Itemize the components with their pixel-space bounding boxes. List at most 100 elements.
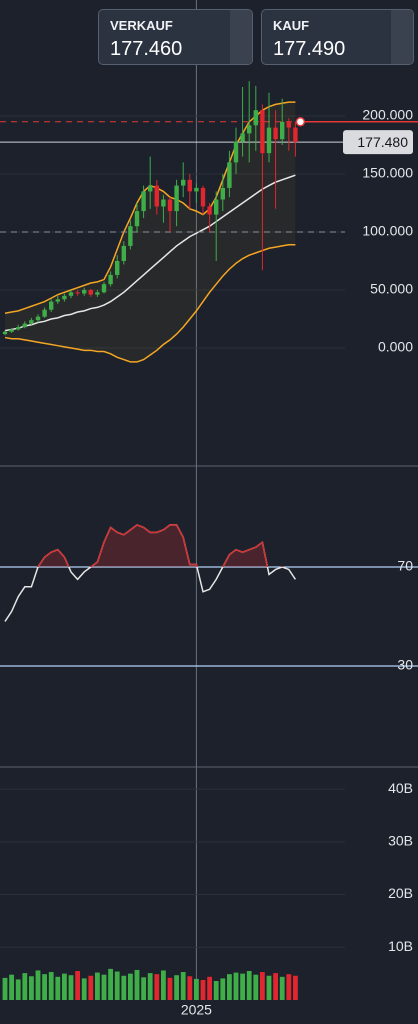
candle-body — [266, 127, 272, 154]
candle-body — [214, 199, 219, 215]
candle-body — [35, 316, 41, 321]
candle-body — [101, 284, 107, 293]
price-label-box — [343, 130, 413, 155]
volume-bar — [141, 977, 146, 1000]
candle-body — [121, 245, 126, 261]
volume-bar — [121, 975, 127, 1000]
candle-body — [154, 185, 159, 207]
volume-bar — [167, 977, 173, 1000]
candle-body — [187, 179, 192, 192]
x-tick-label: 2025 — [181, 1002, 212, 1018]
volume-bar — [293, 975, 298, 1000]
volume-bar — [279, 976, 285, 1000]
candle-body — [207, 206, 212, 215]
sell-label: VERKAUF — [110, 18, 173, 33]
candle-body — [108, 274, 113, 285]
volume-bar — [81, 978, 87, 1000]
volume-bar — [48, 972, 54, 1000]
candle-body — [161, 199, 166, 207]
candle-body — [293, 127, 298, 143]
volume-bar — [220, 978, 226, 1000]
y-tick-label: 40B — [388, 780, 413, 796]
y-tick-label: 100.000 — [362, 223, 413, 239]
candle-body — [55, 299, 60, 302]
candle-body — [49, 301, 54, 310]
bollinger-middle — [4, 174, 296, 332]
volume-bar — [233, 972, 239, 1000]
y-tick-label: 150.000 — [362, 165, 413, 181]
y-tick-label: 0.000 — [378, 339, 413, 355]
candle-body — [9, 329, 14, 332]
price-label: 177.480 — [357, 134, 408, 150]
volume-bar — [213, 981, 219, 1000]
y-tick-label: 200.000 — [362, 107, 413, 123]
buy-label: KAUF — [273, 18, 310, 33]
volume-bar — [42, 974, 47, 1000]
bollinger-lower — [4, 244, 296, 363]
candle-body — [134, 211, 140, 227]
candle-body — [95, 292, 100, 295]
volume-bar — [147, 973, 153, 1000]
volume-bar — [68, 975, 74, 1000]
buy-button[interactable]: KAUF 177.490 — [261, 9, 414, 65]
candle-body — [240, 133, 245, 142]
candle-body — [68, 292, 74, 296]
y-tick-label: 30 — [397, 657, 413, 673]
buy-price: 177.490 — [273, 38, 346, 60]
candle-body — [233, 141, 239, 163]
volume-bar — [101, 974, 107, 1000]
volume-bar — [108, 968, 113, 1000]
candle-body — [141, 191, 146, 212]
volume-bar — [187, 976, 193, 1000]
button-strip — [391, 10, 413, 64]
volume-bar — [75, 971, 80, 1000]
y-tick-label: 10B — [388, 938, 413, 954]
volume-bar — [200, 979, 206, 1000]
volume-bar — [161, 970, 166, 1000]
candle-body — [22, 323, 27, 328]
candle-body — [286, 121, 291, 128]
volume-bar — [95, 972, 100, 1000]
candle-body — [88, 290, 93, 295]
volume-bar — [253, 974, 259, 1000]
volume-bar — [154, 974, 160, 1000]
volume-bar — [128, 973, 133, 1000]
volume-bar — [35, 970, 41, 1000]
candle-body — [167, 199, 173, 212]
candle-body — [227, 162, 232, 188]
volume-bar — [286, 974, 292, 1000]
volume-bar — [9, 974, 14, 1000]
candle-body — [273, 127, 278, 140]
candle-body — [75, 292, 80, 294]
volume-bar — [62, 973, 67, 1000]
candle-body — [200, 187, 206, 207]
candle-body — [247, 125, 252, 134]
volume-bar — [174, 975, 179, 1000]
candle-body — [42, 309, 47, 317]
candle-body — [128, 226, 133, 246]
candle-body — [174, 185, 179, 212]
candle-body — [194, 187, 199, 192]
volume-bar — [207, 976, 212, 1000]
candle-body — [280, 121, 285, 140]
volume-bar — [88, 975, 94, 1000]
candle-body — [29, 320, 34, 324]
volume-bar — [194, 978, 199, 1000]
sell-button[interactable]: VERKAUF 177.460 — [98, 9, 253, 65]
volume-bar — [227, 974, 232, 1000]
candle-body — [260, 110, 265, 154]
volume-bar — [15, 979, 21, 1000]
rsi-line-overbought — [37, 524, 285, 567]
volume-bar — [22, 973, 28, 1000]
y-tick-label: 70 — [397, 558, 413, 574]
volume-bar — [180, 972, 186, 1000]
volume-bar — [55, 976, 61, 1000]
candle-body — [253, 110, 258, 126]
y-tick-label: 20B — [388, 885, 413, 901]
volume-bar — [114, 971, 120, 1000]
volume-bar — [266, 975, 272, 1000]
y-tick-label: 50.000 — [370, 281, 413, 297]
volume-bar — [273, 973, 278, 1000]
